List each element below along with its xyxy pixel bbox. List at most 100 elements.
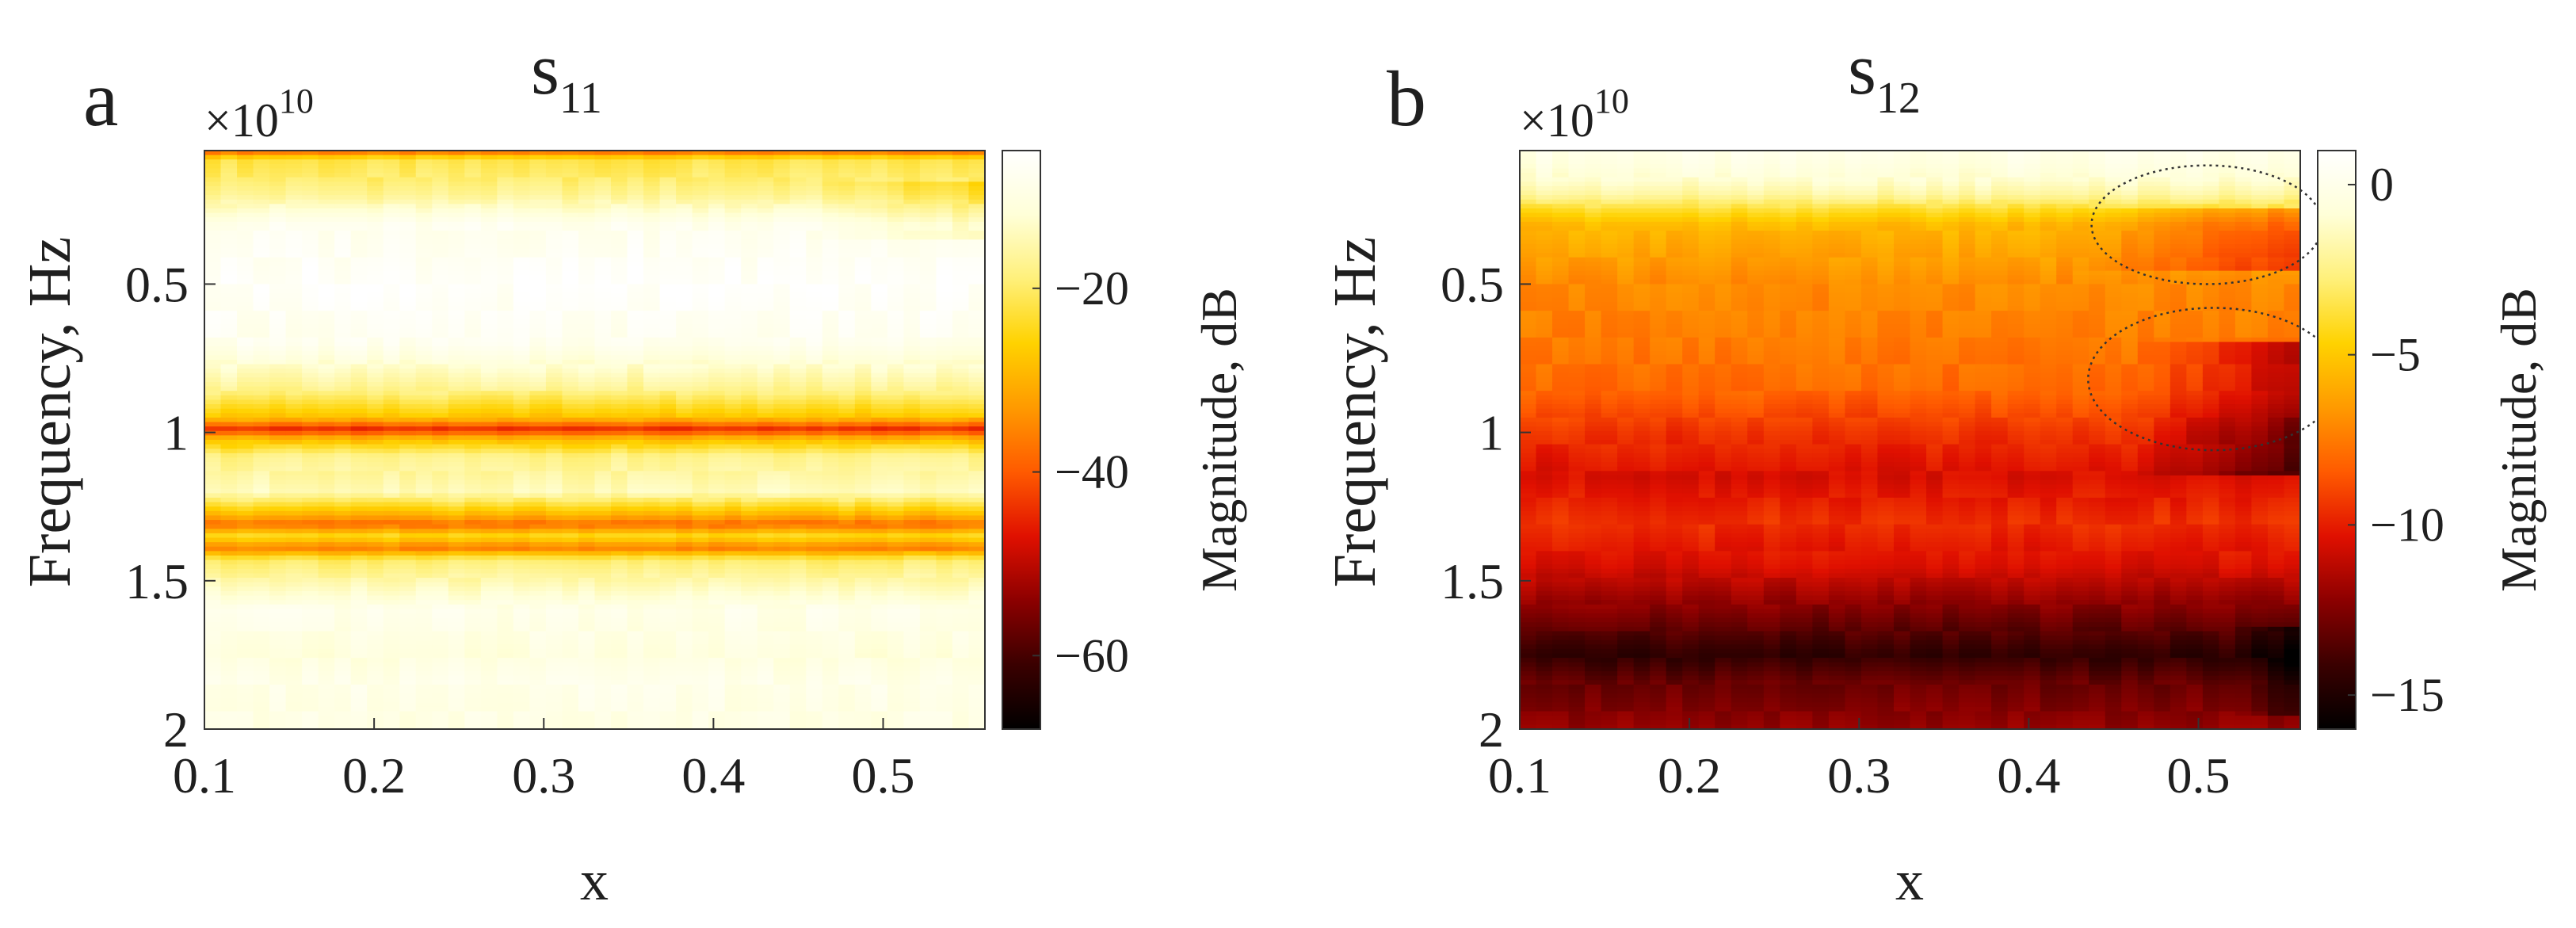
heatmap-cell: [562, 199, 579, 205]
heatmap-cell: [789, 595, 807, 601]
heatmap-cell: [350, 382, 368, 388]
heatmap-cell: [724, 595, 742, 601]
heatmap-cell: [302, 301, 319, 307]
heatmap-cell: [611, 235, 628, 241]
heatmap-cell: [741, 364, 758, 369]
heatmap-cell: [676, 493, 693, 498]
heatmap-cell: [643, 391, 661, 396]
heatmap-cell: [367, 190, 384, 196]
heatmap-cell: [529, 510, 547, 517]
heatmap-cell: [383, 262, 400, 267]
heatmap-cell: [708, 190, 726, 196]
heatmap-cell: [302, 626, 319, 632]
heatmap-cell: [367, 248, 384, 254]
heatmap-cell: [220, 177, 238, 183]
heatmap-cell: [611, 364, 628, 369]
heatmap-cell: [269, 239, 287, 245]
heatmap-cell: [334, 720, 352, 726]
heatmap-cell: [220, 284, 238, 289]
heatmap-cell: [220, 217, 238, 223]
heatmap-cell: [676, 377, 693, 383]
heatmap-cell: [513, 689, 531, 694]
heatmap-cell: [367, 631, 384, 636]
heatmap-cell: [724, 578, 742, 583]
heatmap-cell: [545, 221, 563, 227]
heatmap-cell: [643, 711, 661, 716]
heatmap-cell: [367, 408, 384, 414]
heatmap-cell: [399, 506, 417, 512]
heatmap-cell: [383, 243, 400, 250]
heatmap-cell: [789, 488, 807, 495]
heatmap-cell: [643, 586, 661, 592]
heatmap-cell: [480, 270, 498, 276]
heatmap-cell: [611, 386, 628, 391]
heatmap-cell: [383, 556, 400, 561]
heatmap-cell: [302, 337, 319, 343]
heatmap-cell: [545, 275, 563, 281]
heatmap-cell: [724, 542, 742, 548]
heatmap-cell: [350, 706, 368, 712]
heatmap-cell: [350, 399, 368, 405]
heatmap-cell: [676, 653, 693, 659]
heatmap-cell: [741, 462, 758, 468]
heatmap-cell: [318, 582, 335, 588]
heatmap-cell: [464, 204, 482, 209]
heatmap-cell: [318, 653, 335, 659]
heatmap-cell: [204, 279, 222, 285]
heatmap-cell: [334, 510, 352, 517]
heatmap-cell: [415, 595, 433, 601]
heatmap-cell: [253, 453, 270, 459]
heatmap-cell: [497, 253, 514, 258]
heatmap-cell: [659, 306, 677, 311]
heatmap-cell: [773, 662, 791, 668]
heatmap-cell: [724, 155, 742, 160]
heatmap-cell: [318, 253, 335, 258]
heatmap-cell: [480, 275, 498, 281]
heatmap-cell: [318, 262, 335, 267]
heatmap-cell: [513, 617, 531, 623]
heatmap-cell: [383, 689, 400, 694]
heatmap-cell: [708, 457, 726, 463]
heatmap-cell: [383, 266, 400, 272]
heatmap-cell: [497, 689, 514, 694]
heatmap-cell: [204, 680, 222, 685]
heatmap-cell: [285, 173, 303, 178]
heatmap-cell: [594, 328, 612, 334]
heatmap-cell: [220, 190, 238, 196]
heatmap-cell: [464, 449, 482, 454]
heatmap-cell: [415, 177, 433, 183]
heatmap-cell: [676, 644, 693, 650]
heatmap-cell: [594, 475, 612, 481]
heatmap-cell: [562, 578, 579, 583]
heatmap-cell: [285, 155, 303, 160]
heatmap-cell: [594, 484, 612, 490]
heatmap-cell: [578, 479, 596, 485]
heatmap-cell: [741, 537, 758, 543]
heatmap-cell: [204, 510, 222, 517]
heatmap-cell: [529, 297, 547, 303]
heatmap-cell: [676, 364, 693, 369]
heatmap-cell: [432, 640, 449, 646]
heatmap-cell: [611, 537, 628, 543]
heatmap-cell: [253, 212, 270, 218]
heatmap-cell: [659, 168, 677, 174]
heatmap-cell: [432, 609, 449, 614]
heatmap-cell: [383, 319, 400, 325]
heatmap-cell: [448, 297, 466, 303]
heatmap-cell: [415, 369, 433, 374]
heatmap-cell: [253, 155, 270, 160]
heatmap-cell: [676, 520, 693, 525]
heatmap-cell: [806, 449, 823, 454]
heatmap-cell: [578, 328, 596, 334]
heatmap-cell: [237, 475, 254, 481]
heatmap-cell: [806, 484, 823, 490]
heatmap-cell: [204, 404, 222, 410]
heatmap-cell: [708, 640, 726, 646]
heatmap-cell: [806, 510, 823, 517]
heatmap-cell: [464, 515, 482, 521]
heatmap-cell: [676, 556, 693, 561]
heatmap-cell: [741, 151, 758, 156]
heatmap-cell: [822, 235, 840, 241]
heatmap-cell: [578, 551, 596, 556]
heatmap-cell: [659, 648, 677, 655]
